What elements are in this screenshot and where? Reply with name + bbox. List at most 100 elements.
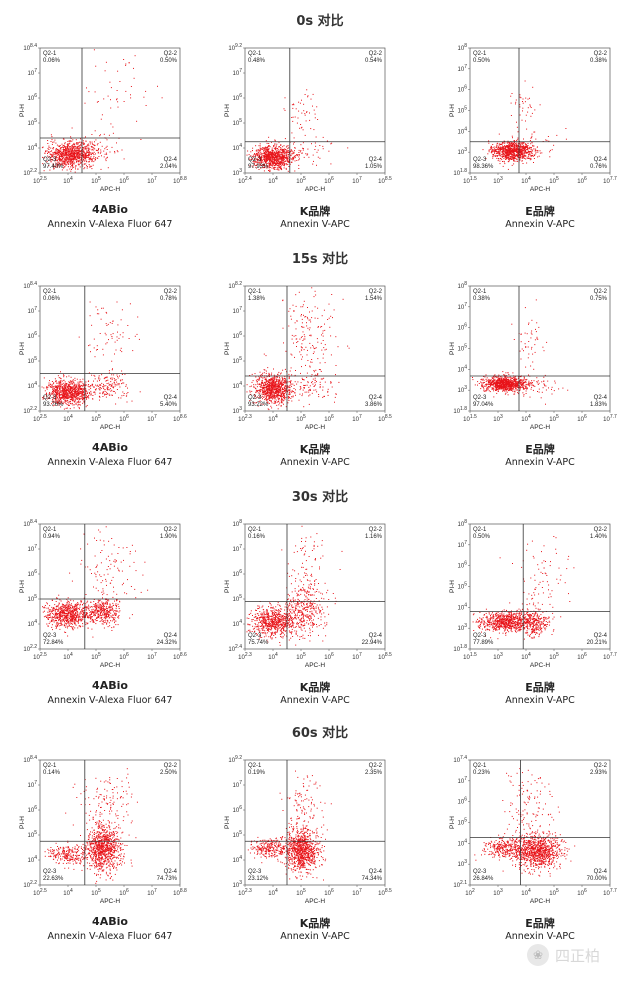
data-point [50,147,52,149]
data-point [68,390,70,392]
data-point [83,163,85,165]
data-point [76,393,78,395]
data-point [268,386,270,388]
data-point [264,369,266,371]
data-point [115,349,117,351]
data-point [59,389,61,391]
data-point [277,391,279,393]
data-point [95,384,97,386]
data-point [283,397,285,399]
data-point [86,405,88,406]
data-point [248,165,250,167]
data-point [271,165,273,167]
data-point [108,370,110,372]
data-point [74,395,75,397]
data-point [252,147,254,149]
data-point [266,386,268,387]
data-point [505,156,506,158]
data-point [512,159,514,160]
data-point [284,395,286,397]
data-point [524,150,526,152]
data-point [511,145,512,147]
data-point [509,157,511,159]
data-point [277,152,279,154]
data-point [49,151,51,153]
data-point [58,383,60,385]
data-point [285,382,287,384]
data-point [513,143,515,145]
data-point [106,393,108,395]
data-point [51,386,53,388]
quadrant-percent: 5.40% [160,402,178,408]
data-point [83,160,85,162]
data-point [65,393,66,395]
data-point [294,147,296,149]
data-point [501,143,503,145]
data-point [118,397,120,399]
data-point [130,94,131,96]
data-point [63,408,65,410]
data-point [91,168,93,170]
data-point [509,153,511,155]
data-point [58,395,60,397]
data-point [106,342,108,344]
data-point [72,144,74,145]
data-point [69,381,71,383]
data-point [60,390,62,392]
data-point [494,153,496,155]
data-point [74,394,76,396]
data-point [48,165,50,167]
data-point [307,153,309,155]
data-point [271,387,273,388]
data-point [493,150,495,152]
data-point [271,155,273,156]
data-point [263,393,265,395]
wechat-icon: ❀ [527,944,549,966]
data-point [69,161,71,162]
data-point [522,149,524,151]
data-point [279,164,281,166]
data-point [64,395,66,397]
data-point [499,151,501,153]
data-point [82,389,84,391]
data-point [307,95,309,97]
data-point [509,151,511,153]
data-point [293,158,295,159]
data-point [55,397,57,399]
data-point [258,389,260,391]
data-point [279,155,280,157]
data-point [46,150,48,152]
data-point [91,141,93,143]
data-point [275,146,277,148]
data-point [499,147,500,149]
data-point [83,148,85,150]
data-point [80,150,82,152]
data-point [77,147,79,149]
data-point [514,147,516,149]
data-point [109,81,111,83]
data-point [271,391,273,393]
data-point [274,160,276,162]
data-point [518,152,520,154]
data-point [47,148,49,150]
data-point [87,396,89,398]
data-point [492,147,494,149]
data-point [82,398,84,399]
data-point [283,395,285,397]
data-point [44,152,46,154]
data-point [79,166,81,168]
data-point [67,158,69,160]
data-point [70,156,72,158]
data-point [514,146,516,148]
data-point [273,388,275,390]
data-point [287,160,289,162]
data-point [145,105,147,106]
data-point [55,159,56,161]
data-point [266,167,268,169]
data-point [513,156,515,158]
data-point [64,399,66,401]
data-point [504,146,506,148]
data-point [99,384,100,386]
data-point [274,392,275,394]
quadrant-name: Q2-3 [473,157,487,163]
